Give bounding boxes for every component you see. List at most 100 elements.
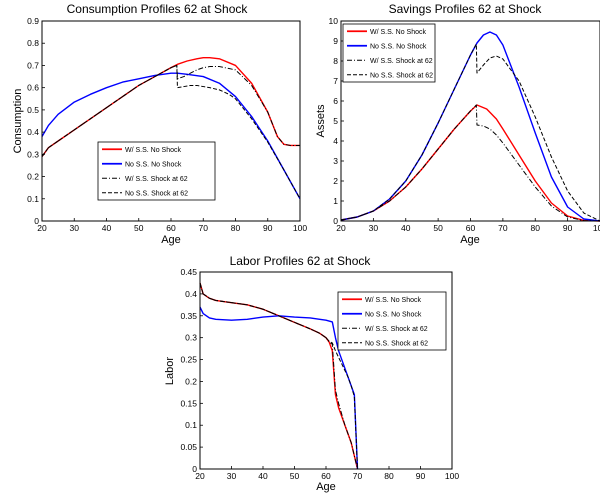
consumption-series-no-s-s-no-shock [41, 72, 301, 200]
consumption-x-tick-label: 60 [166, 223, 176, 233]
savings-ticks: 20 30 40 50 60 70 80 90 100 0 1 2 3 4 5 6 7 8 9 10 [329, 16, 600, 233]
consumption-x-tick-label: 100 [293, 223, 307, 233]
labor-y-tick-label: 0.2 [185, 376, 197, 386]
consumption-series-layer [41, 56, 301, 200]
savings-x-tick-label: 40 [401, 223, 411, 233]
savings-y-tick-label: 6 [333, 96, 338, 106]
labor-y-tick-label: 0.4 [185, 289, 197, 299]
savings-legend-box [342, 23, 436, 83]
savings-y-tick-label: 3 [333, 156, 338, 166]
labor-legend-label: No S.S. Shock at 62 [365, 340, 428, 347]
labor-ticks: 20 30 40 50 60 70 80 90 100 0 0.05 0.1 0.15 0.2 0.25 0.… [180, 267, 459, 481]
savings-y-tick-label: 2 [333, 176, 338, 186]
savings-series-w-s-s-shock-at-62 [340, 104, 600, 222]
labor-x-tick-label: 70 [353, 471, 363, 481]
labor-y-tick-label: 0.3 [185, 333, 197, 343]
labor-x-axis-label: Age [316, 481, 336, 493]
labor-y-tick-label: 0.35 [180, 311, 197, 321]
savings-chart: Savings Profiles 62 at Shock 20 30 40 50 60 7… [315, 2, 600, 246]
labor-x-tick-label: 50 [290, 471, 300, 481]
consumption-x-tick-label: 70 [199, 223, 209, 233]
savings-y-tick-label: 9 [333, 36, 338, 46]
consumption-series-no-s-s-shock-at-62 [41, 64, 301, 200]
consumption-x-tick-label: 50 [134, 223, 144, 233]
consumption-legend-box [97, 141, 216, 201]
labor-y-axis-label: Labor [164, 357, 176, 385]
savings-legend-label: No S.S. No Shock [370, 43, 427, 50]
labor-series-no-s-s-no-shock [199, 306, 359, 470]
savings-legend-label: W/ S.S. Shock at 62 [370, 58, 433, 65]
labor-series-layer [199, 282, 359, 470]
consumption-x-tick-label: 30 [70, 223, 80, 233]
savings-chart-title: Savings Profiles 62 at Shock [389, 2, 543, 16]
consumption-chart: Consumption Profiles 62 at Shock 20 30 40 5… [12, 2, 307, 246]
consumption-legend: W/ S.S. No Shock No S.S. No Shock W/ S.S. … [97, 141, 216, 201]
consumption-legend-label: W/ S.S. Shock at 62 [125, 176, 188, 183]
labor-chart-title: Labor Profiles 62 at Shock [230, 254, 372, 268]
consumption-y-axis-label: Consumption [12, 89, 24, 154]
labor-y-tick-label: 0.25 [180, 355, 197, 365]
labor-legend-box [337, 291, 447, 351]
labor-x-tick-label: 40 [258, 471, 268, 481]
savings-x-tick-label: 30 [369, 223, 379, 233]
savings-y-tick-label: 5 [333, 116, 338, 126]
consumption-x-tick-label: 80 [231, 223, 241, 233]
consumption-y-tick-label: 0.4 [27, 127, 39, 137]
labor-x-tick-label: 20 [195, 471, 205, 481]
labor-legend: W/ S.S. No Shock No S.S. No Shock W/ S.S. … [337, 291, 447, 351]
labor-x-tick-label: 90 [416, 471, 426, 481]
consumption-y-tick-label: 0.5 [27, 105, 39, 115]
labor-x-tick-label: 80 [384, 471, 394, 481]
savings-series-no-s-s-shock-at-62 [340, 43, 600, 222]
consumption-y-tick-label: 0.7 [27, 60, 39, 70]
savings-x-tick-label: 70 [498, 223, 508, 233]
labor-x-tick-label: 60 [321, 471, 331, 481]
savings-y-tick-label: 7 [333, 76, 338, 86]
consumption-x-axis-label: Age [161, 234, 181, 246]
labor-y-tick-label: 0.45 [180, 267, 197, 277]
savings-legend: W/ S.S. No Shock No S.S. No Shock W/ S.S. … [342, 23, 436, 83]
consumption-y-tick-label: 0.1 [27, 194, 39, 204]
consumption-y-tick-label: 0.9 [27, 16, 39, 26]
consumption-ticks: 20 30 40 50 60 70 80 90 100 0 0.1 0.2 0.3 0.4 0.5 0.6 0.… [27, 16, 307, 233]
savings-legend-label: No S.S. Shock at 62 [370, 72, 433, 79]
consumption-y-tick-label: 0.8 [27, 38, 39, 48]
savings-y-tick-label: 8 [333, 56, 338, 66]
consumption-legend-label: No S.S. Shock at 62 [125, 190, 188, 197]
savings-x-tick-label: 80 [531, 223, 541, 233]
savings-y-tick-label: 0 [333, 216, 338, 226]
consumption-x-tick-label: 40 [102, 223, 112, 233]
labor-legend-label: W/ S.S. No Shock [365, 297, 422, 304]
savings-x-tick-label: 60 [466, 223, 476, 233]
savings-x-tick-label: 100 [593, 223, 600, 233]
labor-x-tick-label: 30 [227, 471, 237, 481]
consumption-y-tick-label: 0.6 [27, 83, 39, 93]
consumption-legend-label: No S.S. No Shock [125, 161, 182, 168]
labor-y-tick-label: 0 [192, 464, 197, 474]
savings-x-tick-label: 20 [336, 223, 346, 233]
savings-x-tick-label: 50 [433, 223, 443, 233]
labor-y-tick-label: 0.05 [180, 442, 197, 452]
savings-x-tick-label: 90 [563, 223, 573, 233]
consumption-y-tick-label: 0.3 [27, 149, 39, 159]
consumption-x-tick-label: 20 [37, 223, 47, 233]
savings-y-axis-label: Assets [315, 104, 327, 138]
labor-x-tick-label: 100 [445, 471, 459, 481]
savings-y-tick-label: 1 [333, 196, 338, 206]
labor-legend-label: W/ S.S. Shock at 62 [365, 326, 428, 333]
savings-y-tick-label: 10 [329, 16, 339, 26]
labor-chart: Labor Profiles 62 at Shock 20 30 40 50 60 70 8… [164, 254, 459, 493]
consumption-y-tick-label: 0 [34, 216, 39, 226]
consumption-x-tick-label: 90 [263, 223, 273, 233]
consumption-legend-label: W/ S.S. No Shock [125, 147, 182, 154]
labor-y-tick-label: 0.15 [180, 398, 197, 408]
consumption-y-tick-label: 0.2 [27, 172, 39, 182]
consumption-chart-title: Consumption Profiles 62 at Shock [67, 2, 249, 16]
labor-series-no-s-s-shock-at-62 [199, 282, 358, 470]
labor-legend-label: No S.S. No Shock [365, 311, 422, 318]
savings-y-tick-label: 4 [333, 136, 338, 146]
savings-x-axis-label: Age [460, 234, 480, 246]
savings-legend-label: W/ S.S. No Shock [370, 29, 427, 36]
savings-series-layer [340, 31, 600, 222]
